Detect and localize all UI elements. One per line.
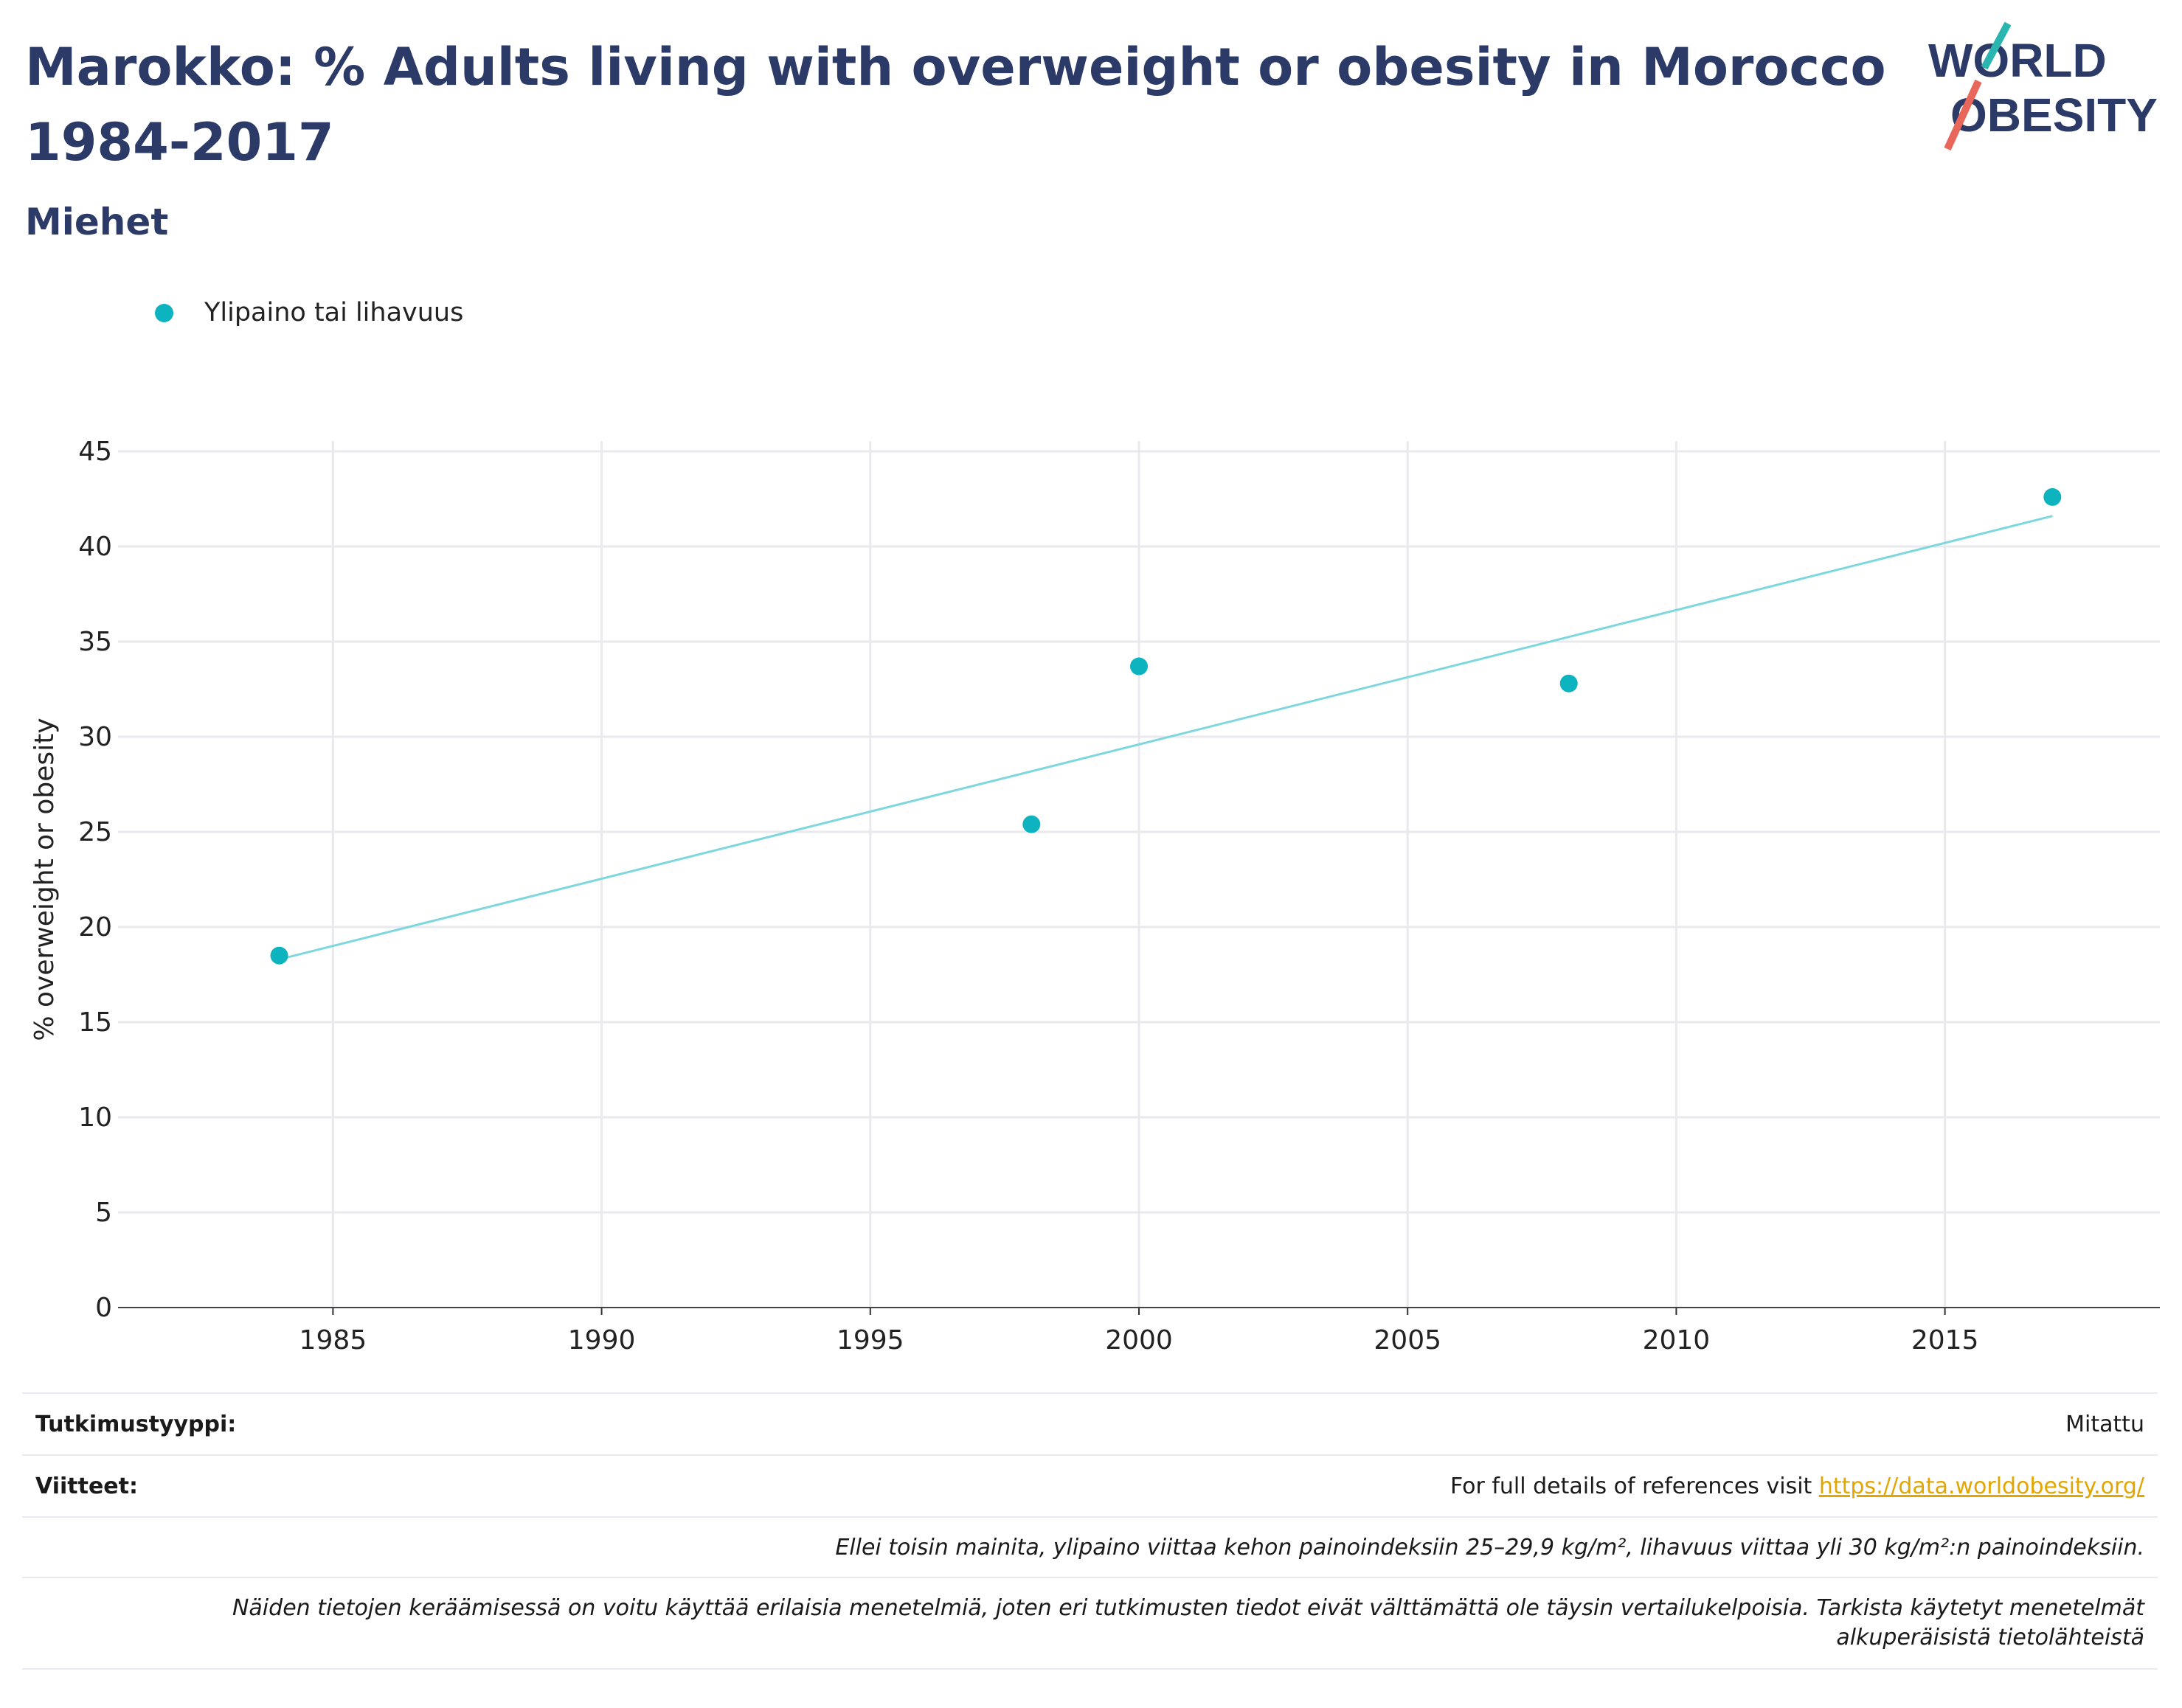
references-link[interactable]: https://data.worldobesity.org/ — [1818, 1473, 2144, 1499]
logo-slash-bottom — [1944, 79, 1982, 151]
references-label: Viitteet: — [35, 1473, 138, 1499]
chart-title: Marokko: % Adults living with overweight… — [25, 37, 1886, 173]
data-point — [1022, 815, 1041, 833]
y-tick-label: 0 — [95, 1293, 112, 1323]
logo-word-obesity: OBESITY — [1950, 88, 2158, 142]
x-tick-label: 2015 — [1911, 1325, 1979, 1355]
y-tick-label: 15 — [78, 1007, 112, 1038]
x-tick-label: 1985 — [299, 1325, 367, 1355]
logo-slash-top — [1981, 21, 2012, 70]
data-point — [1130, 657, 1148, 676]
trend-line — [279, 515, 2053, 961]
data-point — [1559, 674, 1578, 692]
legend-label: Ylipaino tai lihavuus — [204, 298, 464, 327]
definition-note-row: Ellei toisin mainita, ylipaino viittaa k… — [22, 1516, 2158, 1577]
y-tick-label: 10 — [78, 1103, 112, 1133]
study-type-label: Tutkimustyyppi: — [35, 1411, 237, 1437]
chart-legend: Ylipaino tai lihavuus — [155, 298, 463, 327]
chart-subtitle: Miehet — [25, 201, 169, 243]
y-tick-label: 25 — [78, 817, 112, 847]
x-tick-label: 2005 — [1374, 1325, 1441, 1355]
legend-marker — [155, 303, 173, 322]
y-tick-label: 45 — [78, 437, 112, 467]
x-tick-label: 1995 — [837, 1325, 904, 1355]
y-tick-label: 5 — [95, 1198, 112, 1228]
data-point — [2043, 487, 2062, 506]
references-row: Viitteet: For full details of references… — [22, 1454, 2158, 1516]
info-table: Tutkimustyyppi: Mitattu Viitteet: For fu… — [22, 1392, 2158, 1670]
data-point — [270, 946, 288, 965]
y-tick-label: 35 — [78, 627, 112, 657]
study-type-value: Mitattu — [2065, 1411, 2144, 1437]
scatter-chart: 0 5 10 15 20 25 30 35 40 45 1985 1990 1995 2000 2005 20… — [30, 437, 2160, 1355]
x-tick-label: 2010 — [1643, 1325, 1711, 1355]
methods-note-row: Näiden tietojen keräämisessä on voitu kä… — [22, 1577, 2158, 1670]
y-axis-label: % overweight or obesity — [30, 718, 60, 1041]
study-type-row: Tutkimustyyppi: Mitattu — [22, 1392, 2158, 1454]
y-tick-label: 40 — [78, 532, 112, 562]
world-obesity-logo: WORLD OBESITY — [1928, 21, 2158, 151]
x-tick-label: 2000 — [1105, 1325, 1173, 1355]
logo-word-world: WORLD — [1928, 34, 2107, 87]
references-value: For full details of references visit htt… — [1450, 1473, 2144, 1499]
y-tick-label: 30 — [78, 722, 112, 752]
references-text: For full details of references visit — [1450, 1473, 1819, 1499]
definition-note: Ellei toisin mainita, ylipaino viittaa k… — [835, 1534, 2144, 1561]
methods-note: Näiden tietojen keräämisessä on voitu kä… — [232, 1595, 2144, 1650]
x-tick-label: 1990 — [568, 1325, 636, 1355]
y-tick-label: 20 — [78, 912, 112, 942]
